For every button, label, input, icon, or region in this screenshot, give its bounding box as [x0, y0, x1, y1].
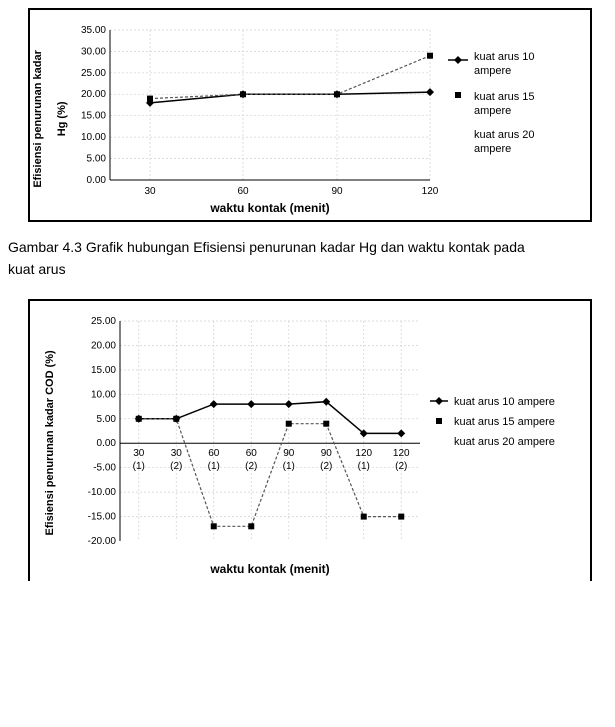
svg-text:waktu kontak (menit): waktu kontak (menit): [209, 562, 329, 576]
svg-text:30: 30: [133, 448, 145, 459]
svg-text:25.00: 25.00: [91, 316, 116, 327]
svg-text:(1): (1): [133, 461, 145, 472]
svg-text:60: 60: [246, 448, 258, 459]
chart2-svg: -20.00 -15.00 -10.00 -5.00 0.00 5.00 10.…: [30, 301, 590, 581]
svg-text:15.00: 15.00: [91, 365, 116, 376]
chart1-y-label-l1: Efisiensi penurunan kadar: [32, 50, 44, 188]
svg-text:(2): (2): [245, 461, 257, 472]
svg-text:kuat arus 20 ampere: kuat arus 20 ampere: [454, 436, 555, 448]
svg-text:-20.00: -20.00: [88, 536, 117, 547]
svg-text:(1): (1): [358, 461, 370, 472]
svg-text:kuat arus 20: kuat arus 20: [474, 129, 535, 141]
svg-text:0.00: 0.00: [97, 438, 117, 449]
svg-text:(1): (1): [208, 461, 220, 472]
svg-text:ampere: ampere: [474, 143, 511, 155]
svg-text:kuat arus 10 ampere: kuat arus 10 ampere: [454, 396, 555, 408]
svg-text:35.00: 35.00: [81, 25, 106, 36]
svg-text:(2): (2): [170, 461, 182, 472]
svg-text:15.00: 15.00: [81, 111, 106, 122]
svg-text:ampere: ampere: [474, 105, 511, 117]
svg-text:kuat arus 10: kuat arus 10: [474, 51, 535, 63]
svg-text:20.00: 20.00: [91, 340, 116, 351]
svg-text:ampere: ampere: [474, 65, 511, 77]
svg-text:30.00: 30.00: [81, 46, 106, 57]
svg-text:(1): (1): [283, 461, 295, 472]
figure-caption: Gambar 4.3 Grafik hubungan Efisiensi pen…: [8, 236, 607, 281]
svg-text:0.00: 0.00: [87, 175, 107, 186]
chart-hg: Efisiensi penurunan kadar Hg (%) 0.00 5: [28, 8, 592, 222]
svg-text:120: 120: [393, 448, 410, 459]
svg-text:30: 30: [144, 186, 156, 197]
svg-text:-15.00: -15.00: [88, 511, 117, 522]
chart1-y-label-l2: Hg (%): [56, 101, 68, 136]
svg-text:(2): (2): [320, 461, 332, 472]
chart2-y-label-text: Efisiensi penurunan kadar COD (%): [44, 350, 56, 535]
svg-text:kuat arus 15 ampere: kuat arus 15 ampere: [454, 416, 555, 428]
svg-text:20.00: 20.00: [81, 89, 106, 100]
svg-text:90: 90: [283, 448, 295, 459]
svg-text:(2): (2): [395, 461, 407, 472]
svg-text:120: 120: [355, 448, 372, 459]
svg-text:60: 60: [237, 186, 249, 197]
svg-text:waktu kontak (menit): waktu kontak (menit): [209, 201, 329, 215]
svg-text:60: 60: [208, 448, 220, 459]
svg-text:kuat arus 15: kuat arus 15: [474, 91, 535, 103]
caption-line2: kuat arus: [8, 261, 66, 277]
svg-text:10.00: 10.00: [81, 132, 106, 143]
chart1-svg: 0.00 5.00 10.00 15.00 20.00 25.00 30.00 …: [30, 10, 590, 220]
caption-line1: Gambar 4.3 Grafik hubungan Efisiensi pen…: [8, 239, 525, 255]
chart-cod: Efisiensi penurunan kadar COD (%): [28, 299, 592, 581]
svg-text:90: 90: [331, 186, 343, 197]
svg-text:30: 30: [171, 448, 183, 459]
svg-text:25.00: 25.00: [81, 68, 106, 79]
svg-text:-5.00: -5.00: [93, 462, 116, 473]
svg-text:10.00: 10.00: [91, 389, 116, 400]
svg-text:-10.00: -10.00: [88, 487, 117, 498]
svg-text:90: 90: [321, 448, 333, 459]
chart1-y-label: Efisiensi penurunan kadar Hg (%): [20, 35, 80, 215]
svg-text:5.00: 5.00: [87, 154, 107, 165]
svg-text:120: 120: [422, 186, 439, 197]
svg-text:5.00: 5.00: [97, 414, 117, 425]
chart2-y-label: Efisiensi penurunan kadar COD (%): [32, 319, 68, 579]
